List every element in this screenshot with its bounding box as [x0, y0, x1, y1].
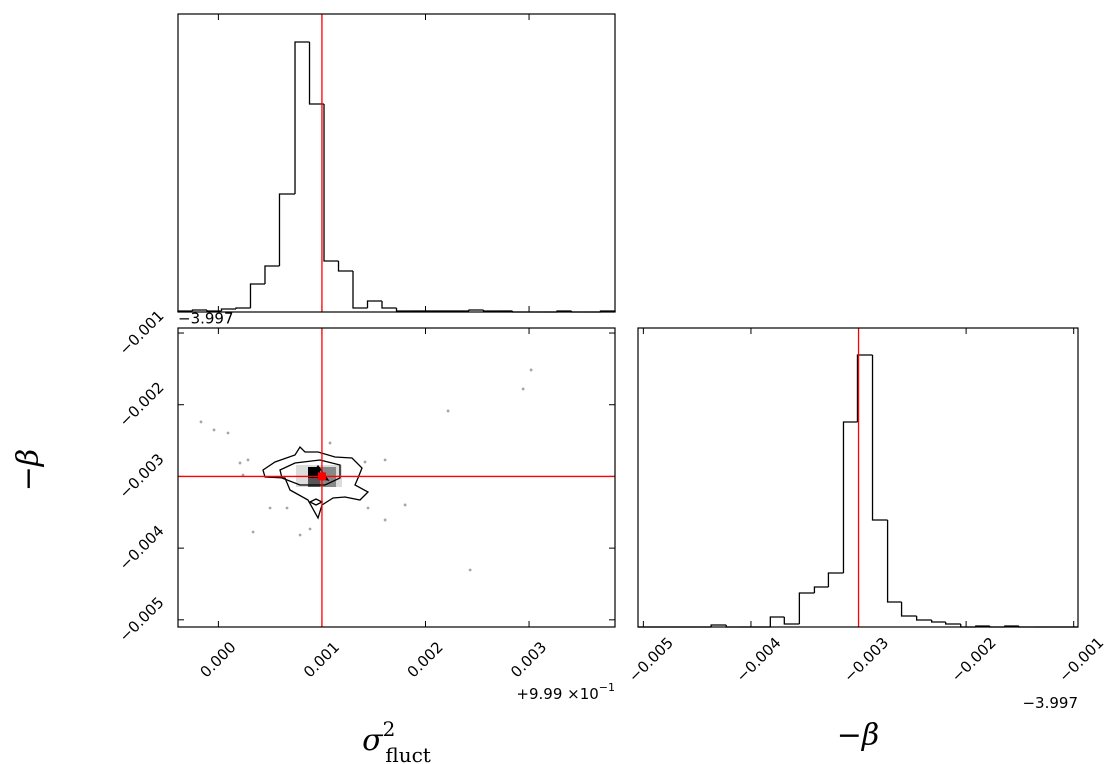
- hist-step: [813, 586, 829, 593]
- hist-step: [710, 624, 727, 627]
- x-tick-label: −0.001: [1055, 634, 1107, 686]
- x-tick-label: −0.002: [948, 634, 1000, 686]
- hist-step: [323, 104, 339, 262]
- sample-point: [251, 530, 255, 534]
- sample-point: [212, 428, 216, 432]
- hist-step: [886, 520, 902, 603]
- panel-frame: [637, 327, 1079, 628]
- hist-step: [468, 309, 484, 311]
- sample-point: [446, 409, 450, 413]
- sample-point: [403, 503, 407, 507]
- hist-step: [856, 354, 873, 422]
- label-sub: fluct: [385, 743, 430, 764]
- sample-point: [241, 473, 245, 477]
- offset-text: −3.997: [1022, 694, 1078, 712]
- sample-point: [521, 387, 525, 391]
- hist-step: [783, 617, 800, 625]
- sample-point: [285, 506, 289, 510]
- label-sup: 2: [383, 717, 396, 741]
- hist-step: [915, 616, 932, 621]
- hist-step: [945, 622, 961, 625]
- hist-step: [264, 265, 280, 284]
- hist-step: [206, 310, 222, 312]
- y-offset: −3.997: [178, 310, 234, 328]
- hist-step: [337, 261, 354, 272]
- hist-step: [308, 42, 325, 105]
- sample-point: [298, 533, 302, 537]
- sample-point: [328, 441, 332, 445]
- hist-step: [235, 307, 251, 309]
- offset-exp: −1: [599, 681, 615, 694]
- sample-point: [383, 458, 387, 462]
- axis-label: σ2 fluct: [362, 717, 431, 764]
- hist-step: [352, 271, 368, 309]
- x-tick-label: 0.002: [404, 638, 447, 681]
- hist-step: [278, 193, 296, 266]
- hist-step: [294, 41, 310, 194]
- hist-step: [871, 355, 888, 521]
- offset-text: +9.99 ×10: [516, 685, 598, 703]
- sample-point: [363, 460, 367, 464]
- x-tick-label: 0.001: [300, 638, 343, 681]
- x-offset: −3.997: [1022, 694, 1078, 712]
- label-base: σ: [362, 723, 384, 758]
- x-tick-label: −0.004: [733, 634, 785, 686]
- panel-frame: [177, 13, 616, 313]
- axis-label: −β: [837, 718, 879, 753]
- y-tick-label: −0.003: [116, 450, 168, 502]
- sample-point: [246, 458, 250, 462]
- hist-step: [798, 592, 815, 624]
- hist-step: [220, 308, 236, 311]
- axis-label: −β: [11, 449, 46, 491]
- sample-point: [366, 506, 370, 510]
- y-tick-label: −0.004: [116, 522, 168, 574]
- y-tick-label: −0.001: [116, 307, 168, 359]
- sample-point: [199, 420, 203, 424]
- truth-point: [317, 472, 326, 481]
- x-offset: +9.99 ×10−1: [516, 681, 615, 703]
- y-tick-label: −0.005: [116, 593, 168, 645]
- x-tick-label: 0.003: [507, 638, 550, 681]
- hist-step: [482, 310, 498, 312]
- hist-step: [931, 620, 946, 623]
- x-tick-label: −0.003: [840, 634, 892, 686]
- hist-step: [900, 602, 917, 617]
- hist-step: [249, 283, 265, 308]
- sample-point: [529, 368, 533, 372]
- hist-step: [769, 616, 785, 627]
- sample-point: [238, 461, 242, 465]
- x-tick-label: 0.000: [196, 638, 239, 681]
- sample-point: [468, 568, 472, 572]
- hist-step: [395, 308, 411, 312]
- panel-frame: [177, 327, 616, 628]
- sample-point: [383, 518, 387, 522]
- sample-point: [268, 506, 272, 510]
- hist-step: [381, 301, 397, 309]
- contour: [279, 459, 341, 486]
- contour: [262, 445, 370, 520]
- sample-point: [226, 431, 230, 435]
- density-cell: [308, 478, 320, 487]
- hist-step: [842, 421, 858, 573]
- x-tick-label: −0.005: [625, 634, 677, 686]
- hist-step: [366, 300, 383, 308]
- contour: [308, 498, 324, 506]
- y-tick-label: −0.002: [116, 378, 168, 430]
- sample-point: [308, 527, 312, 531]
- label-base: −β: [837, 718, 879, 753]
- hist-step: [827, 572, 844, 587]
- hist-step: [191, 309, 207, 311]
